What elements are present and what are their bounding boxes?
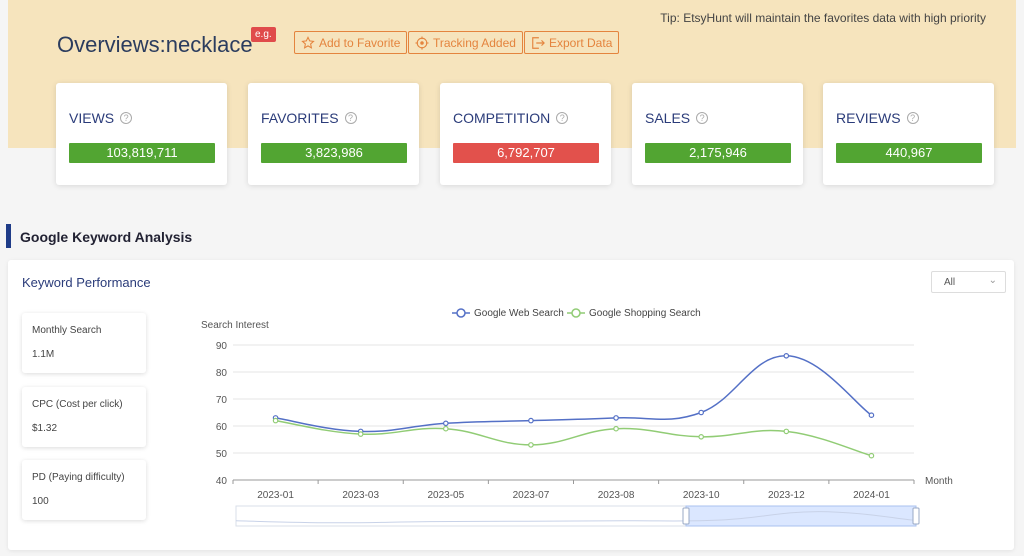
x-tick-label: 2023-05 xyxy=(427,490,464,501)
data-point xyxy=(443,420,449,427)
export-data-button[interactable]: Export Data xyxy=(524,31,620,54)
section-title: Google Keyword Analysis xyxy=(20,229,193,245)
add-to-favorite-button[interactable]: Add to Favorite xyxy=(294,31,408,54)
tracking-added-label: Tracking Added xyxy=(433,35,516,50)
export-icon xyxy=(532,36,545,49)
help-icon[interactable]: ? xyxy=(906,112,919,124)
legend-marker xyxy=(456,308,466,318)
stat-label: COMPETITION xyxy=(453,110,551,126)
example-badge: e.g. xyxy=(251,27,276,42)
x-tick-label: 2024-01 xyxy=(853,490,890,501)
data-point xyxy=(357,431,364,437)
keyword-performance-panel: Keyword Performance All ⌄ Monthly Search… xyxy=(8,260,1014,550)
stat-value: 3,823,986 xyxy=(261,143,407,163)
y-axis-label: Search Interest xyxy=(201,320,269,331)
metric-value: 1.1M xyxy=(32,349,55,360)
section-accent-bar xyxy=(6,224,11,248)
help-icon[interactable]: ? xyxy=(556,112,569,124)
zoom-slider-handle[interactable] xyxy=(682,507,690,525)
data-point xyxy=(528,417,534,424)
legend-label: Google Shopping Search xyxy=(589,308,701,319)
select-value: All xyxy=(944,277,956,288)
stat-label-wrap: COMPETITION? xyxy=(453,110,569,126)
data-point xyxy=(528,442,534,448)
x-tick-label: 2023-01 xyxy=(257,490,294,501)
stat-card-sales: SALES? 2,175,946 xyxy=(632,83,803,185)
stat-value: 103,819,711 xyxy=(69,143,215,163)
data-point xyxy=(613,425,619,432)
series-line-1 xyxy=(275,355,872,433)
zoom-slider-preview xyxy=(235,511,917,524)
add-to-favorite-label: Add to Favorite xyxy=(319,35,401,50)
data-point xyxy=(698,409,704,416)
stat-card-reviews: REVIEWS? 440,967 xyxy=(823,83,994,185)
data-point xyxy=(868,452,875,459)
metric-label: Monthly Search xyxy=(32,325,102,336)
help-icon[interactable]: ? xyxy=(696,112,709,124)
metric-card-cpc: CPC (Cost per click) $1.32 xyxy=(22,387,146,447)
metric-value: 100 xyxy=(32,496,49,507)
x-tick-label: 2023-12 xyxy=(768,490,805,501)
y-tick-label: 70 xyxy=(216,395,228,406)
stat-label-wrap: VIEWS? xyxy=(69,110,133,126)
tracking-added-button[interactable]: Tracking Added xyxy=(408,31,523,54)
x-axis-label: Month xyxy=(925,476,953,487)
page-title: Overviews:necklace xyxy=(57,32,253,57)
legend-label: Google Web Search xyxy=(474,308,564,319)
stat-label: FAVORITES xyxy=(261,110,339,126)
tip-text: Tip: EtsyHunt will maintain the favorite… xyxy=(660,11,986,25)
data-point xyxy=(868,412,875,419)
stat-label-wrap: REVIEWS? xyxy=(836,110,919,126)
stat-label: REVIEWS xyxy=(836,110,901,126)
y-tick-label: 90 xyxy=(216,341,228,352)
help-icon[interactable]: ? xyxy=(120,112,133,124)
help-icon[interactable]: ? xyxy=(344,112,357,124)
data-point xyxy=(443,425,449,432)
export-data-label: Export Data xyxy=(549,35,613,50)
target-icon xyxy=(415,35,429,50)
stat-value: 6,792,707 xyxy=(453,143,599,163)
metric-label: PD (Paying difficulty) xyxy=(32,472,125,483)
y-tick-label: 80 xyxy=(216,368,228,379)
y-tick-label: 50 xyxy=(216,449,228,460)
x-tick-label: 2023-10 xyxy=(683,490,720,501)
stat-card-favorites: FAVORITES? 3,823,986 xyxy=(248,83,419,185)
data-point xyxy=(698,433,704,440)
y-tick-label: 60 xyxy=(216,422,228,433)
x-tick-label: 2023-07 xyxy=(513,490,550,501)
stat-label-wrap: SALES? xyxy=(645,110,709,126)
data-point xyxy=(613,415,619,421)
stat-label-wrap: FAVORITES? xyxy=(261,110,357,126)
stat-label: SALES xyxy=(645,110,691,126)
zoom-slider-handle[interactable] xyxy=(912,507,920,525)
stat-card-competition: COMPETITION? 6,792,707 xyxy=(440,83,611,185)
panel-title: Keyword Performance xyxy=(22,275,151,290)
y-tick-label: 40 xyxy=(216,476,228,487)
metric-value: $1.32 xyxy=(32,423,58,434)
data-point xyxy=(783,352,790,359)
metric-label: CPC (Cost per click) xyxy=(32,399,123,410)
metric-card-monthly-search: Monthly Search 1.1M xyxy=(22,313,146,373)
metric-card-pd: PD (Paying difficulty) 100 xyxy=(22,460,146,520)
data-point xyxy=(272,417,279,424)
stat-value: 2,175,946 xyxy=(645,143,791,163)
stat-value: 440,967 xyxy=(836,143,982,163)
stat-card-views: VIEWS? 103,819,711 xyxy=(56,83,227,185)
series-line-2 xyxy=(275,419,872,457)
x-tick-label: 2023-08 xyxy=(598,490,635,501)
chevron-down-icon: ⌄ xyxy=(988,275,997,286)
time-range-select[interactable]: All ⌄ xyxy=(931,271,1006,293)
star-icon xyxy=(301,35,315,49)
legend-marker xyxy=(571,308,581,318)
x-tick-label: 2023-03 xyxy=(342,490,379,501)
data-point xyxy=(783,428,790,435)
stat-label: VIEWS xyxy=(69,110,115,126)
